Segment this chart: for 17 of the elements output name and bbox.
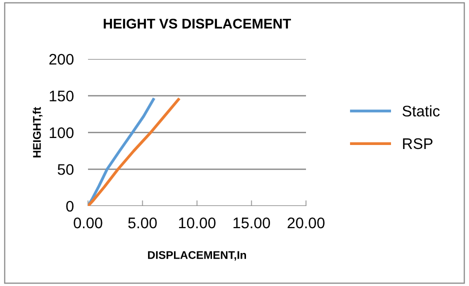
x-tick-label: 20.00 — [288, 218, 325, 228]
y-tick-label: 0 — [66, 200, 74, 212]
y-tick-label: 100 — [50, 127, 74, 138]
line-series — [88, 98, 155, 206]
x-tick-label: 0.00 — [74, 218, 102, 228]
x-axis-title: DISPLACEMENT,In — [148, 251, 246, 261]
legend-label: RSP — [403, 138, 432, 150]
line-series — [88, 98, 180, 206]
y-tick-label: 200 — [49, 54, 74, 65]
legend-label: Static — [402, 105, 440, 117]
y-tick-label: 50 — [58, 164, 74, 175]
y-axis-title: HEIGHT,ft — [32, 107, 42, 158]
x-tick-label: 5.00 — [128, 218, 157, 228]
x-tick-label: 10.00 — [179, 218, 216, 228]
x-tick-label: 15.00 — [234, 218, 270, 228]
chart-title: HEIGHT VS DISPLACEMENT — [104, 18, 291, 29]
y-tick-label: 150 — [50, 90, 74, 102]
